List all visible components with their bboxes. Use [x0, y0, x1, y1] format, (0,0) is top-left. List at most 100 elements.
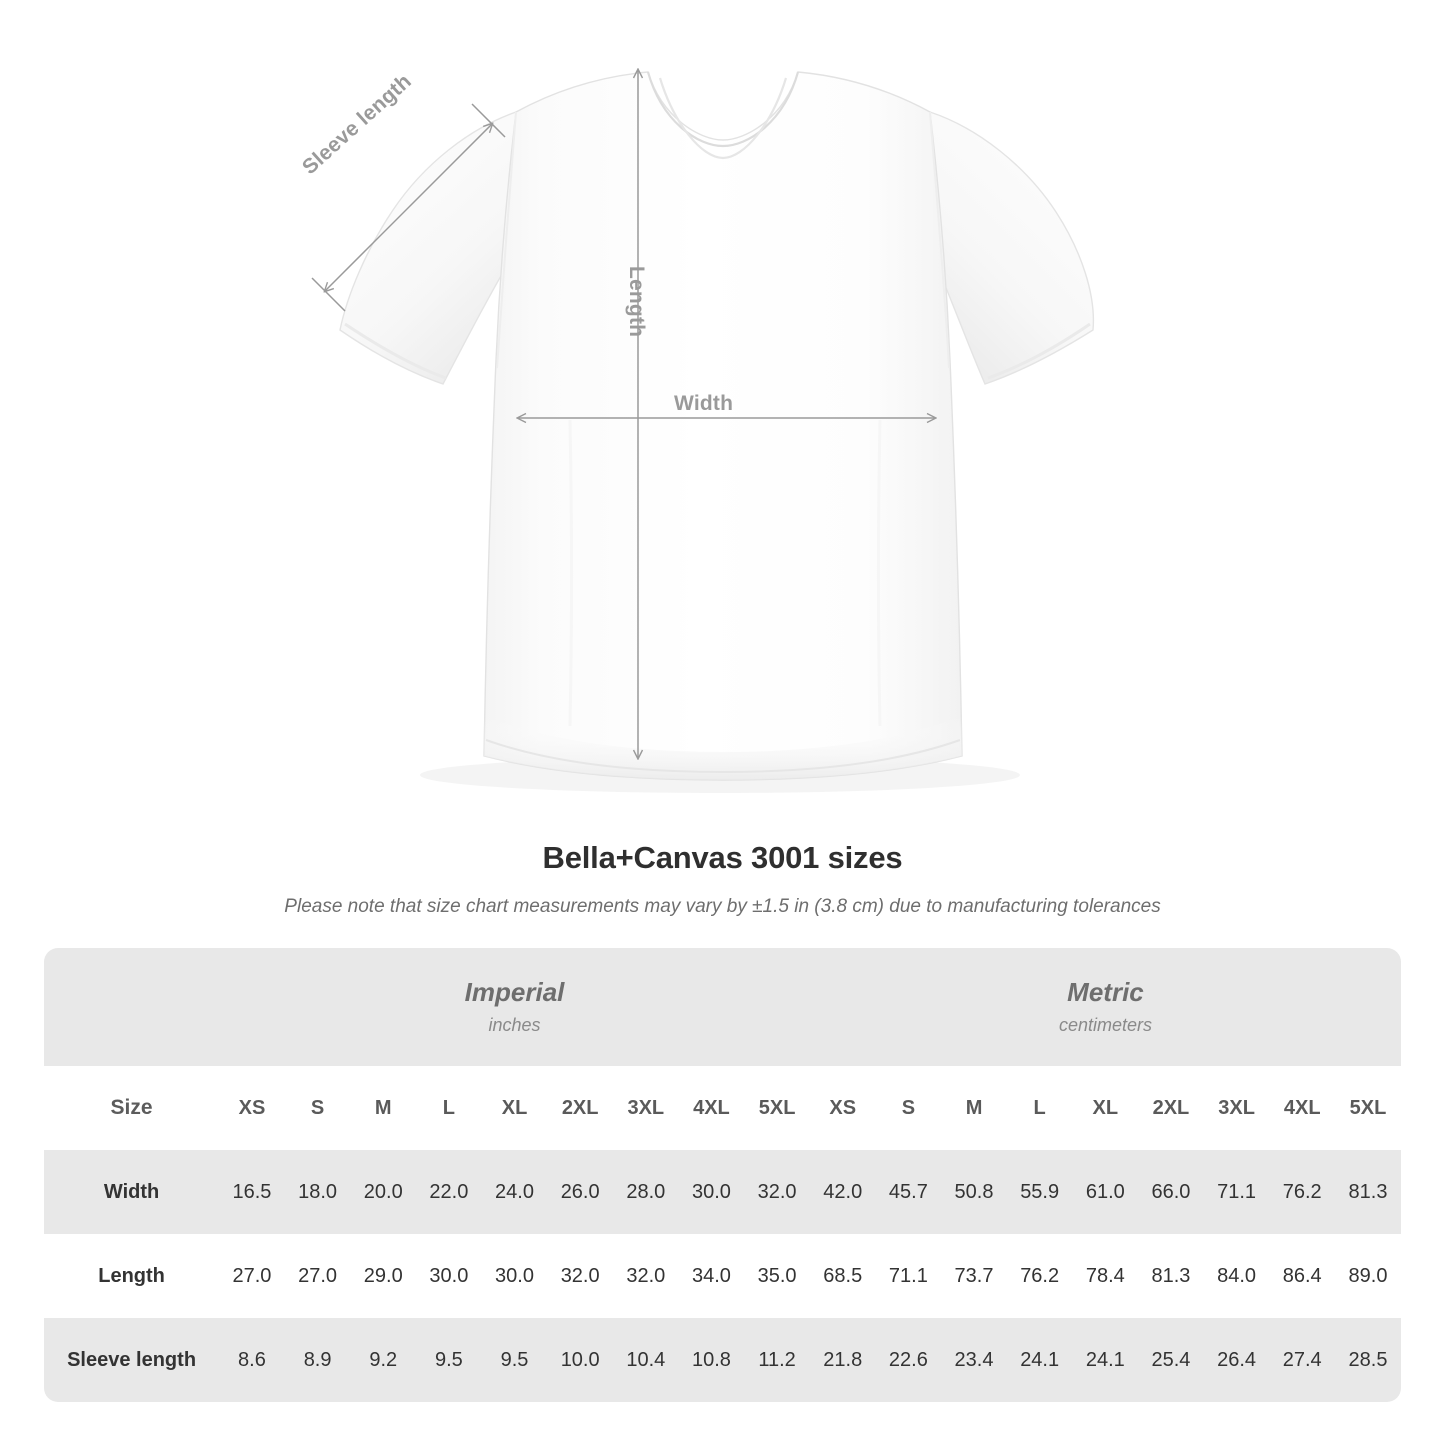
cell-width-metric-3xl: 71.1	[1203, 1150, 1270, 1234]
cell-sleeve-metric-s: 22.6	[875, 1318, 942, 1402]
cell-sleeve-metric-5xl: 28.5	[1335, 1318, 1401, 1402]
cell-width-imperial-xl: 24.0	[481, 1150, 548, 1234]
cell-length-imperial-3xl: 32.0	[612, 1234, 679, 1318]
size-header-metric-xl: XL	[1072, 1066, 1139, 1150]
cell-width-imperial-s: 18.0	[284, 1150, 351, 1234]
cell-length-imperial-s: 27.0	[284, 1234, 351, 1318]
cell-sleeve-metric-3xl: 26.4	[1203, 1318, 1270, 1402]
tshirt-illustration	[311, 0, 1095, 793]
table-row: Width 16.5 18.0 20.0 22.0 24.0 26.0 28.0…	[44, 1150, 1401, 1234]
cell-length-metric-2xl: 81.3	[1138, 1234, 1204, 1318]
cell-width-imperial-4xl: 30.0	[678, 1150, 745, 1234]
cell-sleeve-imperial-3xl: 10.4	[612, 1318, 679, 1402]
page-title: Bella+Canvas 3001 sizes	[542, 840, 903, 875]
cell-width-metric-l: 55.9	[1006, 1150, 1073, 1234]
left-sleeve	[339, 111, 517, 385]
cell-width-imperial-3xl: 28.0	[612, 1150, 679, 1234]
size-header-imperial-xl: XL	[481, 1066, 548, 1150]
cell-width-imperial-5xl: 32.0	[744, 1150, 810, 1234]
size-header-metric-4xl: 4XL	[1269, 1066, 1336, 1150]
cell-width-metric-s: 45.7	[875, 1150, 942, 1234]
cell-sleeve-metric-2xl: 25.4	[1138, 1318, 1204, 1402]
size-header-imperial-xs: XS	[219, 1066, 285, 1150]
cell-sleeve-imperial-m: 9.2	[350, 1318, 417, 1402]
unit-group-metric: Metric centimeters	[809, 948, 1401, 1066]
cell-width-imperial-m: 20.0	[350, 1150, 417, 1234]
cell-sleeve-imperial-2xl: 10.0	[547, 1318, 613, 1402]
size-header-metric-m: M	[941, 1066, 1007, 1150]
right-armhole-seam	[929, 111, 950, 369]
cell-width-imperial-2xl: 26.0	[547, 1150, 613, 1234]
tolerance-note: Please note that size chart measurements…	[284, 896, 1161, 917]
cell-length-metric-5xl: 89.0	[1335, 1234, 1401, 1318]
table-row: Sleeve length 8.6 8.9 9.2 9.5 9.5 10.0 1…	[44, 1318, 1401, 1402]
length-label: Length	[625, 266, 648, 338]
size-header-metric-5xl: 5XL	[1335, 1066, 1401, 1150]
width-label: Width	[674, 392, 734, 415]
cell-sleeve-imperial-5xl: 11.2	[744, 1318, 810, 1402]
fabric-fold-left	[568, 419, 573, 727]
sleeve-length-arrow	[325, 124, 492, 291]
cell-width-metric-xs: 42.0	[809, 1150, 876, 1234]
unit-banner-row: Imperial inches Metric centimeters	[44, 948, 1401, 1066]
cell-length-imperial-l: 30.0	[416, 1234, 482, 1318]
right-sleeve	[929, 111, 1095, 385]
unit-banner-spacer	[44, 948, 220, 1066]
cell-sleeve-imperial-l: 9.5	[416, 1318, 482, 1402]
unit-group-imperial-title: Imperial	[464, 976, 565, 1007]
size-header-imperial-l: L	[416, 1066, 482, 1150]
fabric-fold-right	[877, 419, 882, 727]
cell-length-metric-3xl: 84.0	[1203, 1234, 1270, 1318]
cell-length-imperial-2xl: 32.0	[547, 1234, 613, 1318]
size-header-metric-2xl: 2XL	[1138, 1066, 1204, 1150]
cell-sleeve-metric-xs: 21.8	[809, 1318, 876, 1402]
left-cuff	[344, 322, 447, 380]
table-row: Length 27.0 27.0 29.0 30.0 30.0 32.0 32.…	[44, 1234, 1401, 1318]
cell-length-metric-l: 76.2	[1006, 1234, 1073, 1318]
shirt-hem-shading	[484, 716, 962, 780]
cell-length-imperial-xs: 27.0	[219, 1234, 285, 1318]
cell-sleeve-metric-l: 24.1	[1006, 1318, 1073, 1402]
cell-sleeve-imperial-s: 8.9	[284, 1318, 351, 1402]
cell-length-imperial-5xl: 35.0	[744, 1234, 810, 1318]
shirt-body	[483, 71, 963, 781]
size-header-metric-s: S	[875, 1066, 942, 1150]
cell-width-metric-4xl: 76.2	[1269, 1150, 1336, 1234]
size-header-row: Size XS S M L XL 2XL 3XL 4XL 5XL XS S M …	[44, 1066, 1401, 1150]
cell-sleeve-metric-m: 23.4	[941, 1318, 1007, 1402]
size-header-metric-l: L	[1006, 1066, 1073, 1150]
cell-width-imperial-xs: 16.5	[219, 1150, 285, 1234]
unit-group-imperial-subtitle: inches	[488, 1015, 541, 1036]
size-header-imperial-3xl: 3XL	[612, 1066, 679, 1150]
collar-inner	[658, 77, 788, 160]
shirt-hem-line	[485, 739, 961, 774]
size-header-metric-xs: XS	[809, 1066, 876, 1150]
sleeve-length-endcap-start	[311, 277, 346, 312]
size-header-imperial-4xl: 4XL	[678, 1066, 745, 1150]
unit-group-imperial: Imperial inches	[219, 948, 810, 1066]
cell-sleeve-imperial-xs: 8.6	[219, 1318, 285, 1402]
cell-sleeve-metric-xl: 24.1	[1072, 1318, 1139, 1402]
tshirt-diagram: Sleeve length Length Width	[298, 0, 1095, 793]
cell-length-metric-xl: 78.4	[1072, 1234, 1139, 1318]
cell-length-imperial-m: 29.0	[350, 1234, 417, 1318]
cell-length-metric-m: 73.7	[941, 1234, 1007, 1318]
left-armhole-seam	[496, 111, 517, 369]
cell-width-metric-m: 50.8	[941, 1150, 1007, 1234]
size-header-label: Size	[44, 1066, 220, 1150]
unit-group-metric-title: Metric	[1067, 976, 1144, 1007]
cell-sleeve-metric-4xl: 27.4	[1269, 1318, 1336, 1402]
row-label-sleeve-length: Sleeve length	[44, 1318, 220, 1402]
unit-group-metric-subtitle: centimeters	[1058, 1015, 1152, 1036]
size-header-imperial-s: S	[284, 1066, 351, 1150]
size-header-imperial-5xl: 5XL	[744, 1066, 810, 1150]
cell-length-metric-s: 71.1	[875, 1234, 942, 1318]
size-header-imperial-m: M	[350, 1066, 417, 1150]
cell-width-metric-xl: 61.0	[1072, 1150, 1139, 1234]
size-header-metric-3xl: 3XL	[1203, 1066, 1270, 1150]
collar-outer	[646, 71, 800, 148]
size-header-imperial-2xl: 2XL	[547, 1066, 613, 1150]
cell-sleeve-imperial-xl: 9.5	[481, 1318, 548, 1402]
cell-length-imperial-4xl: 34.0	[678, 1234, 745, 1318]
cell-width-metric-5xl: 81.3	[1335, 1150, 1401, 1234]
